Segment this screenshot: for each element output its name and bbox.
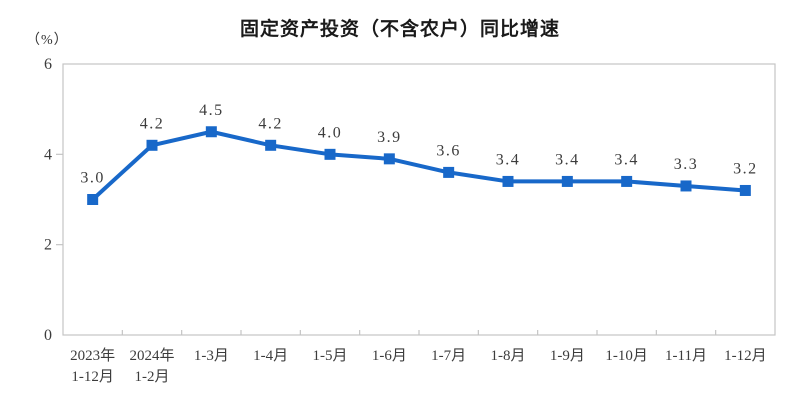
data-point-label: 3.4	[496, 151, 521, 168]
data-point-marker	[146, 139, 158, 151]
x-tick-label: 1-9月	[550, 348, 585, 364]
data-point-marker	[324, 148, 336, 160]
y-tick-label: 4	[44, 146, 52, 163]
data-point-marker	[561, 175, 573, 187]
data-point-label: 3.2	[733, 160, 758, 177]
data-point-marker	[265, 139, 277, 151]
data-point-label: 3.4	[614, 151, 639, 168]
data-point-marker	[443, 166, 455, 178]
y-tick-label: 0	[44, 327, 52, 344]
data-point-marker	[502, 175, 514, 187]
plot-border	[62, 63, 776, 336]
data-point-label: 3.3	[674, 156, 699, 173]
x-tick-label: 2024年	[129, 347, 174, 364]
data-point-marker	[87, 194, 99, 205]
data-point-marker	[739, 184, 751, 196]
x-tick-label: 1-3月	[194, 348, 229, 364]
data-point-marker	[621, 175, 633, 187]
x-tick-label: 1-12月	[71, 369, 114, 385]
data-point-label: 3.6	[436, 142, 461, 159]
data-point-label: 3.0	[80, 170, 105, 187]
y-tick-label: 6	[44, 56, 52, 73]
chart-title: 固定资产投资（不含农户）同比增速	[239, 19, 560, 40]
data-point-label: 3.9	[377, 129, 402, 146]
y-axis-unit-label: （%）	[26, 33, 69, 48]
data-point-label: 4.0	[318, 124, 343, 141]
data-point-marker	[205, 126, 217, 138]
x-tick-label: 1-7月	[431, 348, 466, 364]
data-line	[90, 129, 748, 202]
x-tick-label: 1-11月	[665, 348, 707, 364]
x-tick-label: 1-2月	[135, 369, 170, 385]
x-tick-label: 1-4月	[253, 348, 288, 364]
data-point-label: 4.2	[140, 115, 165, 132]
x-tick-label: 1-6月	[372, 348, 407, 364]
data-point-label: 4.5	[199, 102, 224, 119]
data-point-label: 4.2	[258, 115, 283, 132]
data-point-label: 3.4	[555, 151, 580, 168]
x-tick-label: 1-5月	[313, 348, 348, 364]
x-tick-label: 2023年	[70, 347, 115, 364]
x-tick-label: 1-12月	[724, 348, 767, 364]
data-point-marker	[383, 153, 395, 165]
x-tick-label: 1-8月	[491, 348, 526, 364]
x-tick-label: 1-10月	[605, 348, 648, 364]
y-tick-label: 2	[44, 237, 52, 254]
data-point-marker	[680, 180, 692, 192]
